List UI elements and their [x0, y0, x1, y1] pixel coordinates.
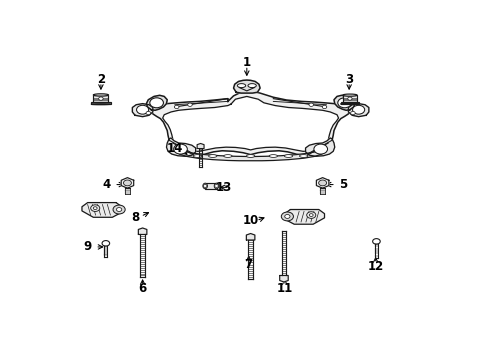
Polygon shape [333, 95, 354, 110]
Circle shape [146, 111, 150, 115]
Text: 6: 6 [138, 282, 146, 295]
Circle shape [284, 215, 289, 219]
Ellipse shape [340, 103, 359, 104]
Circle shape [203, 185, 206, 187]
Polygon shape [138, 228, 146, 234]
Text: 3: 3 [345, 73, 352, 86]
Polygon shape [305, 138, 334, 156]
Polygon shape [246, 234, 254, 240]
Text: 10: 10 [242, 214, 258, 227]
Circle shape [322, 105, 326, 109]
Polygon shape [284, 210, 324, 224]
Text: 11: 11 [276, 282, 292, 295]
Polygon shape [166, 138, 195, 156]
Text: 5: 5 [339, 178, 347, 191]
Polygon shape [347, 104, 368, 117]
Ellipse shape [268, 155, 277, 157]
Polygon shape [132, 104, 153, 117]
Circle shape [308, 103, 313, 107]
Text: 7: 7 [244, 258, 252, 271]
Circle shape [306, 212, 315, 219]
Text: 14: 14 [166, 142, 183, 155]
Polygon shape [151, 92, 349, 156]
Polygon shape [233, 80, 260, 93]
Polygon shape [279, 275, 287, 282]
Circle shape [93, 207, 97, 210]
Ellipse shape [193, 155, 202, 157]
Ellipse shape [203, 183, 207, 189]
Circle shape [90, 205, 100, 211]
Circle shape [123, 180, 131, 186]
Circle shape [347, 97, 351, 100]
Ellipse shape [93, 94, 108, 96]
Text: 2: 2 [97, 73, 105, 86]
Circle shape [281, 212, 293, 221]
Polygon shape [316, 177, 328, 188]
Text: 12: 12 [367, 260, 383, 273]
Circle shape [116, 208, 122, 211]
Circle shape [149, 98, 163, 108]
Circle shape [309, 214, 312, 216]
Polygon shape [163, 96, 338, 151]
Ellipse shape [246, 155, 254, 157]
Ellipse shape [223, 155, 232, 157]
Bar [340, 102, 359, 104]
Bar [342, 95, 356, 102]
Text: 4: 4 [102, 178, 110, 191]
Ellipse shape [342, 94, 356, 96]
Text: 13: 13 [216, 181, 232, 194]
Ellipse shape [237, 84, 245, 87]
Circle shape [350, 111, 354, 115]
Ellipse shape [208, 155, 217, 157]
Polygon shape [178, 150, 323, 161]
Bar [93, 95, 108, 102]
Circle shape [174, 105, 179, 109]
Circle shape [337, 98, 351, 108]
Circle shape [113, 205, 125, 214]
Text: 8: 8 [131, 211, 139, 224]
Circle shape [313, 144, 327, 154]
Circle shape [214, 185, 218, 187]
Circle shape [352, 105, 364, 114]
Text: 1: 1 [242, 56, 250, 69]
Ellipse shape [284, 155, 292, 157]
Ellipse shape [91, 104, 111, 105]
Ellipse shape [247, 84, 256, 87]
Polygon shape [197, 144, 203, 149]
Bar [91, 102, 111, 104]
Circle shape [99, 97, 103, 100]
Ellipse shape [299, 155, 307, 157]
Bar [205, 183, 216, 189]
Polygon shape [146, 95, 167, 110]
Polygon shape [82, 203, 122, 217]
Circle shape [136, 105, 148, 114]
Polygon shape [121, 177, 133, 188]
Text: 9: 9 [83, 240, 92, 253]
Ellipse shape [214, 183, 218, 189]
Circle shape [318, 180, 326, 186]
Circle shape [187, 103, 192, 107]
Circle shape [173, 144, 187, 154]
